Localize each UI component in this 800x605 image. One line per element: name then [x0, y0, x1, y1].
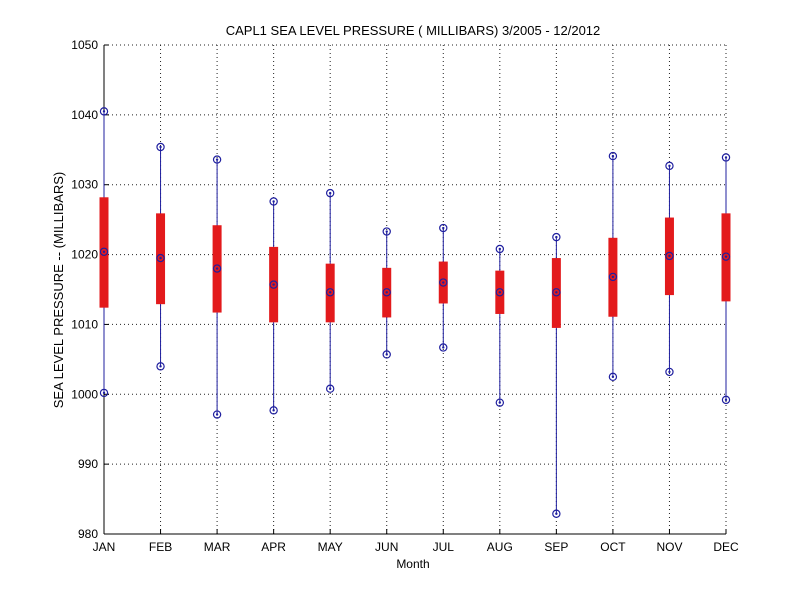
chart-title: CAPL1 SEA LEVEL PRESSURE ( MILLIBARS) 3/…	[226, 23, 601, 38]
median-dot-nov	[668, 254, 671, 258]
median-marker-mar	[212, 264, 222, 273]
x-tick-label: SEP	[544, 540, 568, 554]
median-marker-apr	[269, 280, 278, 289]
max-dot-dec	[724, 156, 728, 159]
median-marker-nov	[665, 251, 674, 261]
median-marker-feb	[156, 253, 165, 263]
min-dot-jul	[442, 346, 445, 349]
y-tick-label: 980	[78, 527, 98, 541]
max-dot-jan	[102, 110, 106, 113]
max-dot-sep	[555, 235, 558, 239]
x-tick-label: MAR	[204, 540, 231, 554]
median-dot-apr	[272, 283, 275, 286]
max-dot-mar	[215, 158, 219, 161]
x-tick-label: AUG	[487, 540, 513, 554]
x-tick-label: APR	[261, 540, 286, 554]
x-tick-label: JAN	[93, 540, 116, 554]
x-tick-label: FEB	[149, 540, 172, 554]
min-dot-apr	[272, 409, 275, 412]
max-marker-apr	[269, 197, 278, 206]
median-marker-aug	[495, 288, 505, 297]
median-dot-jun	[385, 291, 388, 294]
max-marker-mar	[212, 155, 222, 164]
median-dot-jan	[102, 250, 106, 253]
y-tick-label: 1040	[71, 108, 98, 122]
median-marker-dec	[721, 252, 731, 261]
max-marker-feb	[156, 142, 165, 152]
min-marker-oct	[608, 372, 618, 382]
x-tick-label: NOV	[656, 540, 682, 554]
median-dot-feb	[159, 256, 162, 260]
min-marker-sep	[552, 509, 561, 518]
min-marker-jun	[382, 350, 391, 359]
median-dot-aug	[498, 291, 502, 294]
max-dot-aug	[498, 247, 502, 251]
y-axis-label: SEA LEVEL PRESSURE -- (MILLIBARS)	[51, 172, 66, 408]
min-marker-feb	[156, 362, 165, 371]
median-dot-mar	[215, 267, 219, 270]
max-dot-apr	[272, 200, 275, 203]
y-tick-label: 1010	[71, 317, 98, 331]
max-dot-jun	[385, 230, 388, 233]
max-marker-jul	[439, 223, 448, 233]
max-marker-nov	[665, 161, 674, 171]
median-marker-may	[325, 288, 335, 297]
min-dot-jun	[385, 353, 388, 356]
min-dot-nov	[668, 370, 671, 374]
min-marker-mar	[212, 410, 222, 419]
median-marker-sep	[552, 288, 561, 297]
median-dot-oct	[611, 275, 615, 279]
min-dot-mar	[215, 413, 219, 416]
x-tick-label: DEC	[713, 540, 739, 554]
median-dot-jul	[442, 281, 445, 284]
max-marker-jun	[382, 227, 391, 236]
y-tick-label: 990	[78, 457, 98, 471]
x-tick-label: JUL	[433, 540, 455, 554]
max-dot-feb	[159, 145, 162, 149]
max-marker-may	[325, 188, 335, 198]
x-axis-label: Month	[396, 557, 429, 571]
max-dot-jul	[442, 226, 445, 230]
max-marker-dec	[721, 153, 731, 162]
median-marker-oct	[608, 272, 618, 282]
median-dot-dec	[724, 255, 728, 258]
min-marker-dec	[721, 395, 731, 405]
min-dot-oct	[611, 375, 615, 379]
y-tick-label: 1020	[71, 248, 98, 262]
min-marker-nov	[665, 367, 674, 377]
min-marker-jul	[439, 343, 448, 352]
y-tick-label: 1000	[71, 387, 98, 401]
min-dot-may	[328, 387, 332, 390]
min-marker-aug	[495, 398, 505, 407]
min-marker-may	[325, 384, 335, 393]
min-dot-aug	[498, 401, 502, 404]
median-dot-may	[328, 291, 332, 294]
y-tick-label: 1030	[71, 178, 98, 192]
median-marker-jun	[382, 288, 391, 297]
x-tick-label: JUN	[375, 540, 398, 554]
min-dot-feb	[159, 365, 162, 368]
max-marker-sep	[552, 232, 561, 242]
max-marker-aug	[495, 244, 505, 254]
max-dot-may	[328, 191, 332, 195]
max-dot-nov	[668, 164, 671, 168]
x-tick-label: OCT	[600, 540, 626, 554]
min-marker-apr	[269, 406, 278, 415]
median-dot-sep	[555, 291, 558, 294]
min-dot-dec	[724, 398, 728, 402]
median-marker-jul	[439, 278, 448, 287]
y-tick-label: 1050	[71, 38, 98, 52]
median-marker-jan	[99, 247, 109, 256]
max-marker-jan	[99, 107, 109, 116]
x-tick-label: MAY	[318, 540, 343, 554]
min-dot-jan	[102, 391, 106, 395]
max-marker-oct	[608, 151, 618, 161]
min-marker-jan	[99, 388, 109, 398]
min-dot-sep	[555, 512, 558, 515]
max-dot-oct	[611, 154, 615, 158]
